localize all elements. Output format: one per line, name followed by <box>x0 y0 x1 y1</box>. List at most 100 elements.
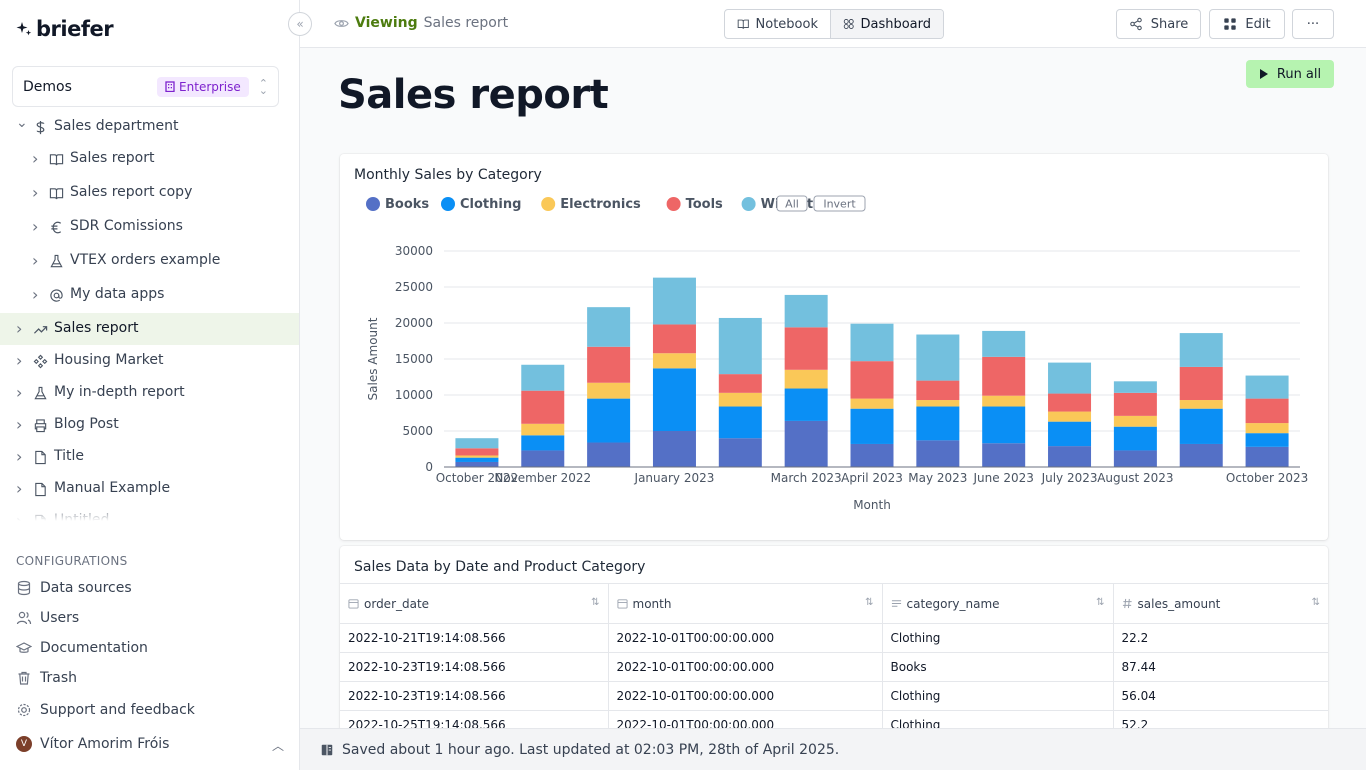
bar-segment[interactable] <box>1113 450 1157 467</box>
bar-segment[interactable] <box>1245 398 1289 424</box>
chevron-right-icon[interactable]: › <box>32 285 39 304</box>
bar-segment[interactable] <box>916 334 960 381</box>
run-all-button[interactable]: Run all <box>1246 60 1334 88</box>
notebook-tab[interactable]: Notebook <box>725 10 831 38</box>
bar-segment[interactable] <box>1113 415 1157 427</box>
user-menu[interactable]: V Vítor Amorim Fróis <box>16 733 169 755</box>
bar-segment[interactable] <box>1245 423 1289 434</box>
chevron-right-icon[interactable]: › <box>32 183 39 202</box>
bar-segment[interactable] <box>652 431 696 467</box>
bar-segment[interactable] <box>784 294 828 328</box>
sidebar-item-my-in-depth-report[interactable]: › My in-depth report <box>0 377 299 409</box>
legend-label[interactable]: Electronics <box>560 197 641 212</box>
sidebar-item-sales-department[interactable]: ⌄ Sales department <box>0 111 299 143</box>
bar-segment[interactable] <box>784 369 828 389</box>
workspace-select[interactable]: Demos Enterprise ⌃ ⌄ <box>12 66 279 107</box>
bar-segment[interactable] <box>784 327 828 370</box>
legend-label[interactable]: Tools <box>686 197 723 212</box>
bar-segment[interactable] <box>850 443 894 467</box>
bar-segment[interactable] <box>652 368 696 431</box>
bar-segment[interactable] <box>1179 366 1223 401</box>
bar-segment[interactable] <box>982 330 1026 357</box>
bar-segment[interactable] <box>982 395 1026 407</box>
bar-segment[interactable] <box>455 457 499 462</box>
bar-segment[interactable] <box>587 382 631 399</box>
bar-segment[interactable] <box>850 361 894 399</box>
chevron-up-icon[interactable]: ︿ <box>272 739 285 753</box>
bar-segment[interactable] <box>850 398 894 409</box>
legend-marker[interactable] <box>741 197 756 211</box>
trash-link[interactable]: Trash <box>16 667 77 689</box>
bar-segment[interactable] <box>784 420 828 467</box>
sidebar-item-my-data-apps[interactable]: › My data apps <box>0 279 299 313</box>
sort-icon[interactable]: ⇅ <box>1096 597 1105 608</box>
legend-marker[interactable] <box>441 197 455 211</box>
bar-segment[interactable] <box>982 406 1026 444</box>
chevron-right-icon[interactable]: › <box>16 479 23 498</box>
bar-segment[interactable] <box>1113 392 1157 416</box>
documentation-link[interactable]: Documentation <box>16 637 148 659</box>
bar-segment[interactable] <box>521 364 565 391</box>
sidebar-item-sales-report[interactable]: › Sales report <box>0 313 299 345</box>
users-link[interactable]: Users <box>16 607 79 629</box>
bar-segment[interactable] <box>587 346 631 383</box>
support-link[interactable]: Support and feedback <box>16 699 195 721</box>
bar-segment[interactable] <box>521 450 565 467</box>
column-header-sales-amount[interactable]: sales_amount ⇅ <box>1113 583 1328 624</box>
bar-segment[interactable] <box>718 392 762 407</box>
legend-label[interactable]: Clothing <box>460 197 521 212</box>
chevron-right-icon[interactable]: › <box>16 319 23 338</box>
bar-segment[interactable] <box>1179 408 1223 444</box>
sidebar-item-title[interactable]: › Title <box>0 441 299 473</box>
bar-segment[interactable] <box>1179 333 1223 367</box>
column-header-month[interactable]: month ⇅ <box>608 583 883 624</box>
chevron-right-icon[interactable]: › <box>16 351 23 370</box>
bar-segment[interactable] <box>1245 446 1289 467</box>
bar-segment[interactable] <box>1179 443 1223 467</box>
bar-segment[interactable] <box>1048 446 1092 467</box>
bar-segment[interactable] <box>718 406 762 439</box>
bar-segment[interactable] <box>1113 381 1157 393</box>
bar-segment[interactable] <box>652 277 696 325</box>
share-button[interactable]: Share <box>1116 9 1201 39</box>
collapse-sidebar-button[interactable]: « <box>288 12 312 36</box>
bar-segment[interactable] <box>784 388 828 421</box>
bar-segment[interactable] <box>1048 411 1092 422</box>
bar-segment[interactable] <box>587 307 631 347</box>
sidebar-item-blog-post[interactable]: › Blog Post <box>0 409 299 441</box>
chevron-right-icon[interactable]: › <box>32 149 39 168</box>
bar-segment[interactable] <box>916 380 960 401</box>
bar-segment[interactable] <box>587 398 631 443</box>
bar-segment[interactable] <box>718 374 762 393</box>
sort-icon[interactable]: ⇅ <box>865 597 874 608</box>
bar-segment[interactable] <box>1048 362 1092 394</box>
bar-segment[interactable] <box>652 324 696 354</box>
chevron-down-icon[interactable]: ⌄ <box>16 115 28 131</box>
column-header-order-date[interactable]: order_date ⇅ <box>340 583 609 624</box>
sort-icon[interactable]: ⇅ <box>591 597 600 608</box>
bar-segment[interactable] <box>587 442 631 467</box>
chevron-right-icon[interactable]: › <box>16 415 23 434</box>
bar-segment[interactable] <box>1048 421 1092 447</box>
bar-segment[interactable] <box>850 408 894 444</box>
chevron-right-icon[interactable]: › <box>32 217 39 236</box>
data-sources-link[interactable]: Data sources <box>16 577 132 599</box>
bar-segment[interactable] <box>1179 400 1223 409</box>
sidebar-item-sales-report-copy[interactable]: › Sales report copy <box>0 177 299 211</box>
bar-segment[interactable] <box>521 423 565 436</box>
legend-marker[interactable] <box>541 197 556 211</box>
logo[interactable]: briefer <box>16 17 114 41</box>
sidebar-item-sdr-comissions[interactable]: › SDR Comissions <box>0 211 299 245</box>
bar-segment[interactable] <box>455 455 499 458</box>
bar-segment[interactable] <box>718 317 762 375</box>
bar-segment[interactable] <box>916 440 960 467</box>
bar-segment[interactable] <box>1245 433 1289 447</box>
legend-all-button[interactable] <box>776 195 808 212</box>
dashboard-tab[interactable]: Dashboard <box>831 10 943 38</box>
chevron-right-icon[interactable]: › <box>16 383 23 402</box>
bar-segment[interactable] <box>982 443 1026 467</box>
sidebar-item-sales-report[interactable]: › Sales report <box>0 143 299 177</box>
bar-segment[interactable] <box>521 435 565 451</box>
more-options-button[interactable]: ··· <box>1292 9 1334 39</box>
bar-segment[interactable] <box>718 438 762 467</box>
